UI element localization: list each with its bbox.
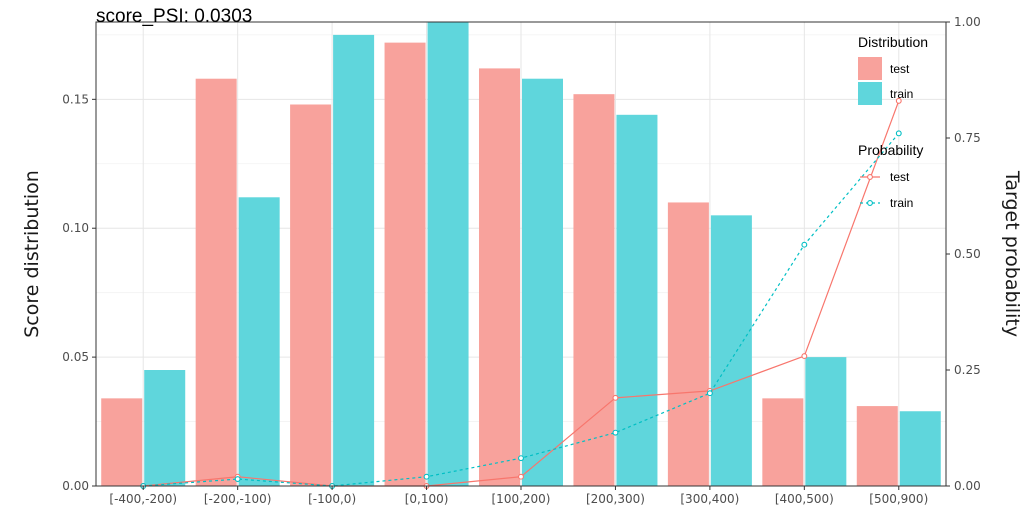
y-tick-label-2: 0.10 <box>62 221 89 235</box>
point-test-4 <box>518 473 524 480</box>
legend-probability-test-label: test <box>890 170 910 184</box>
bar-test-7 <box>762 398 804 486</box>
y-axis-title: Score distribution <box>21 170 43 338</box>
bar-train-0 <box>144 370 186 486</box>
bar-test-5 <box>573 94 615 486</box>
point-train-7 <box>801 241 808 248</box>
point-train-5 <box>612 429 619 436</box>
legend-distribution-test-label: test <box>890 62 910 76</box>
bar-train-6 <box>710 215 752 487</box>
point-train-4 <box>518 455 524 462</box>
bar-train-2 <box>333 34 375 487</box>
bar-test-2 <box>290 104 332 486</box>
point-train-1 <box>234 476 241 482</box>
chart-title: score_PSI: 0.0303 <box>96 6 252 27</box>
point-train-6 <box>706 390 713 397</box>
legend-point-train <box>867 200 873 206</box>
y2-tick-label-2: 0.50 <box>954 247 981 261</box>
x-tick-label-7: [400,500) <box>775 492 834 506</box>
point-test-5 <box>612 394 619 401</box>
bar-test-3 <box>384 42 426 486</box>
bar-train-7 <box>805 357 847 486</box>
y-tick-label-1: 0.05 <box>62 350 89 364</box>
y2-tick-label-0: 0.00 <box>954 479 981 493</box>
legend-probability-train-label: train <box>890 196 913 210</box>
probability-lines <box>140 97 902 489</box>
bar-test-1 <box>195 78 237 486</box>
bar-test-8 <box>856 406 898 486</box>
bar-test-0 <box>101 398 143 486</box>
bar-train-8 <box>899 411 941 486</box>
legend: Distribution test train Probability test… <box>858 34 928 210</box>
x-tick-label-4: [100,200) <box>492 492 551 506</box>
bar-train-1 <box>238 197 280 487</box>
x-tick-label-8: [500,900) <box>869 492 928 506</box>
y2-tick-label-4: 1.00 <box>954 15 981 29</box>
legend-distribution-test-key <box>858 57 882 80</box>
bar-test-4 <box>479 68 520 487</box>
y-tick-label-3: 0.15 <box>62 92 89 106</box>
y2-tick-label-1: 0.25 <box>954 363 981 377</box>
legend-probability-title: Probability <box>858 142 923 158</box>
bar-test-6 <box>667 202 709 486</box>
legend-probability-train-key <box>860 200 880 206</box>
legend-distribution-train-key <box>858 82 882 105</box>
x-tick-label-0: [-400,-200) <box>109 492 177 506</box>
bars <box>101 22 941 487</box>
bar-train-3 <box>427 22 469 486</box>
point-train-3 <box>423 473 430 480</box>
x-tick-label-2: [-100,0) <box>308 492 356 506</box>
y-tick-label-0: 0.00 <box>62 479 89 493</box>
x-tick-label-5: [200,300) <box>586 492 645 506</box>
y2-axis-title: Target probability <box>1001 170 1023 337</box>
x-tick-label-6: [300,400) <box>680 492 739 506</box>
legend-probability-test-key <box>860 174 880 180</box>
bar-train-5 <box>616 114 658 487</box>
legend-distribution-title: Distribution <box>858 34 928 50</box>
point-test-7 <box>801 353 808 360</box>
y2-tick-label-3: 0.75 <box>954 131 981 145</box>
x-tick-label-3: [0,100) <box>405 492 449 506</box>
point-test-8 <box>895 97 902 104</box>
bar-train-4 <box>522 78 563 486</box>
x-tick-label-1: [-200,-100) <box>204 492 272 506</box>
legend-point-test <box>867 174 873 180</box>
axes: 0.00 0.05 0.10 0.15 0.00 0.25 0.50 0.75 1.00 [-40… <box>62 15 980 506</box>
point-train-8 <box>895 130 902 137</box>
legend-distribution-train-label: train <box>890 87 913 101</box>
